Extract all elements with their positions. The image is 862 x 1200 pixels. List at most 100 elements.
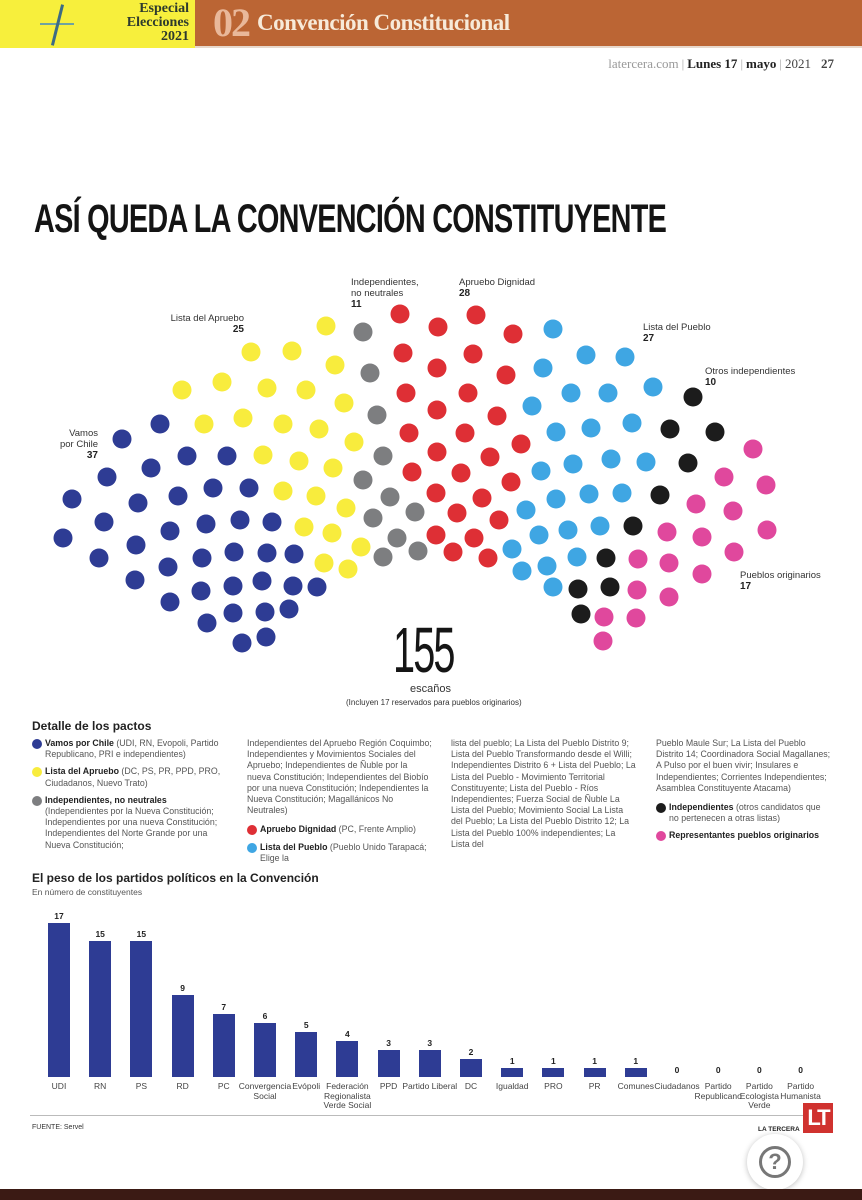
seat-dot-dignidad bbox=[447, 503, 467, 523]
bar-value: 1 bbox=[509, 1055, 515, 1066]
seat-dot-originarios bbox=[594, 607, 614, 627]
seat-dot-dignidad bbox=[426, 483, 446, 503]
seat-dot-apruebo bbox=[282, 341, 302, 361]
seat-dot-vamos bbox=[177, 446, 197, 466]
seat-dot-dignidad bbox=[399, 423, 419, 443]
seat-dot-originarios bbox=[628, 549, 648, 569]
bar-label: RN bbox=[94, 1081, 107, 1091]
seat-dot-pueblo bbox=[601, 449, 621, 469]
special-label: Especial Elecciones 2021 bbox=[126, 1, 189, 44]
seat-dot-dignidad bbox=[496, 365, 516, 385]
seat-dot-otros bbox=[650, 485, 670, 505]
seat-dot-otros bbox=[683, 387, 703, 407]
seat-dot-vamos bbox=[217, 446, 237, 466]
bar-value: 0 bbox=[674, 1065, 680, 1075]
bar bbox=[583, 1067, 606, 1077]
bar-value: 2 bbox=[468, 1046, 474, 1057]
seat-dot-dignidad bbox=[480, 447, 500, 467]
seat-dot-apruebo bbox=[314, 553, 334, 573]
bar bbox=[501, 1067, 524, 1077]
seat-dot-apruebo bbox=[351, 537, 371, 557]
bar-label: DC bbox=[464, 1081, 478, 1091]
bar-label: Convergencia Social bbox=[238, 1081, 292, 1101]
bar-label: PRO bbox=[544, 1081, 563, 1091]
seat-dot-pueblo bbox=[576, 345, 596, 365]
dignidad-swatch-icon bbox=[247, 825, 257, 836]
bar-value: 7 bbox=[221, 1001, 227, 1012]
bar-value: 17 bbox=[54, 910, 64, 921]
seat-dot-pueblo bbox=[622, 413, 642, 433]
seat-dot-vamos bbox=[239, 478, 259, 498]
seat-dot-pueblo bbox=[561, 383, 581, 403]
seat-dot-apruebo bbox=[273, 414, 293, 434]
seat-dot-apruebo bbox=[289, 451, 309, 471]
seat-dot-originarios bbox=[659, 587, 679, 607]
seat-dot-vamos bbox=[224, 542, 244, 562]
bar-value: 0 bbox=[715, 1065, 721, 1075]
seat-dot-dignidad bbox=[443, 542, 463, 562]
seat-dot-vamos bbox=[160, 521, 180, 541]
seat-dot-indep_nn bbox=[353, 470, 373, 490]
seat-dot-indep_nn bbox=[373, 446, 393, 466]
pueblo-continued: lista del pueblo; La Lista del Pueblo Di… bbox=[451, 738, 636, 849]
bar-label: Ciudadanos bbox=[654, 1081, 700, 1091]
seat-dot-dignidad bbox=[455, 423, 475, 443]
seat-dot-vamos bbox=[257, 543, 277, 563]
bar bbox=[418, 1049, 441, 1077]
bar-value: 1 bbox=[551, 1055, 556, 1066]
bar bbox=[48, 922, 70, 1077]
seat-dot-otros bbox=[568, 579, 588, 599]
seat-dot-vamos bbox=[223, 576, 243, 596]
seat-dot-apruebo bbox=[172, 380, 192, 400]
seat-dot-vamos bbox=[53, 528, 73, 548]
seat-dot-vamos bbox=[158, 557, 178, 577]
seat-dot-apruebo bbox=[325, 355, 345, 375]
bar bbox=[542, 1067, 565, 1077]
total-seats: 155 bbox=[393, 614, 455, 686]
bar-value: 5 bbox=[303, 1019, 309, 1030]
pueblo-continued-2: Pueblo Maule Sur; La Lista del Pueblo Di… bbox=[656, 738, 831, 793]
seat-dot-pueblo bbox=[612, 483, 632, 503]
seat-dot-dignidad bbox=[427, 442, 447, 462]
pact-apruebo: Lista del Apruebo (DC, PS, PR, PPD, PRO,… bbox=[32, 766, 222, 788]
bar bbox=[624, 1067, 647, 1077]
seat-dot-vamos bbox=[232, 633, 252, 653]
help-button[interactable]: ? bbox=[747, 1134, 803, 1190]
seat-dot-dignidad bbox=[472, 488, 492, 508]
seat-dot-dignidad bbox=[511, 434, 531, 454]
bar bbox=[336, 1040, 359, 1077]
pueblo-swatch-icon bbox=[247, 842, 257, 853]
seat-dot-dignidad bbox=[466, 305, 486, 325]
seat-dot-vamos bbox=[284, 544, 304, 564]
brand-logo: LT bbox=[803, 1103, 833, 1133]
seat-dot-vamos bbox=[168, 486, 188, 506]
seat-dot-otros bbox=[623, 516, 643, 536]
seat-dot-vamos bbox=[283, 576, 303, 596]
bar-value: 3 bbox=[386, 1037, 391, 1048]
seat-dot-apruebo bbox=[322, 523, 342, 543]
seat-dot-originarios bbox=[686, 494, 706, 514]
bar bbox=[254, 1022, 276, 1077]
seat-dot-originarios bbox=[723, 501, 743, 521]
site-link[interactable]: latercera.com bbox=[608, 56, 679, 71]
bar-label: Federación Regionalista Verde Social bbox=[323, 1081, 372, 1110]
section-header: Especial Elecciones 2021 02 Convención C… bbox=[0, 0, 862, 48]
seat-dot-dignidad bbox=[487, 406, 507, 426]
label-pueblo: Lista del Pueblo 27 bbox=[643, 322, 711, 344]
seat-dot-vamos bbox=[307, 577, 327, 597]
seat-dot-otros bbox=[571, 604, 591, 624]
seat-dot-indep_nn bbox=[405, 502, 425, 522]
seat-dot-vamos bbox=[255, 602, 275, 622]
bar bbox=[460, 1058, 482, 1077]
seat-dot-vamos bbox=[197, 613, 217, 633]
bar-label: Partido Republicano bbox=[694, 1081, 742, 1101]
seat-dot-apruebo bbox=[253, 445, 273, 465]
bar-value: 15 bbox=[95, 929, 105, 940]
seat-dot-vamos bbox=[203, 478, 223, 498]
seat-dot-apruebo bbox=[344, 432, 364, 452]
seat-dot-vamos bbox=[141, 458, 161, 478]
seat-dot-pueblo bbox=[563, 454, 583, 474]
seat-dot-dignidad bbox=[503, 324, 523, 344]
seat-dot-vamos bbox=[94, 512, 114, 532]
bar-value: 0 bbox=[757, 1065, 762, 1075]
